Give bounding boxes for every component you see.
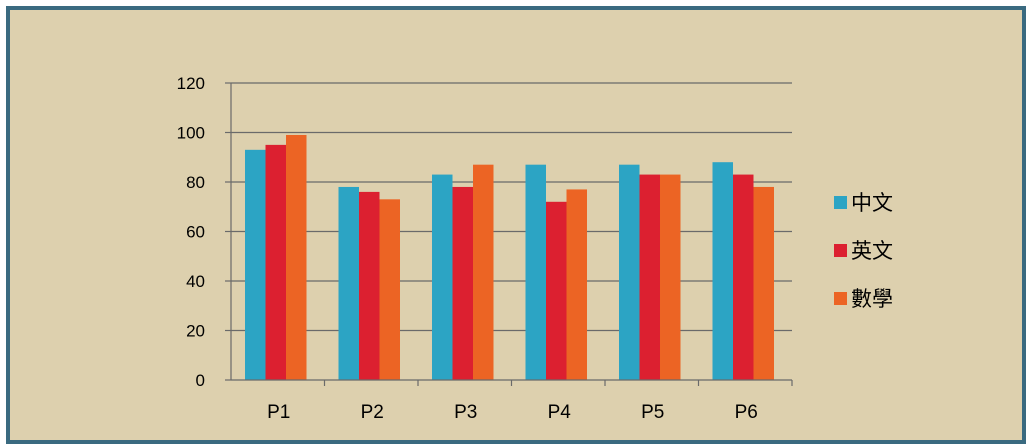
y-tick-label: 80: [186, 173, 205, 192]
y-axis-ticks: 0 20 40 60 80 100 120: [177, 74, 205, 390]
legend-label: 數學: [851, 287, 893, 311]
legend-swatch: [834, 196, 847, 209]
bar: [432, 174, 453, 380]
bar: [338, 186, 359, 380]
bar: [379, 199, 400, 380]
y-tick-label: 100: [177, 124, 205, 143]
bar: [712, 162, 733, 380]
bar: [265, 144, 286, 380]
bar: [566, 189, 587, 380]
bar: [546, 201, 567, 380]
bar: [619, 164, 640, 380]
y-tick-label: 0: [196, 371, 205, 390]
bars: [245, 134, 774, 380]
x-tick-label: P2: [361, 402, 384, 423]
bar: [286, 134, 307, 380]
bar: [753, 186, 774, 380]
x-tick-label: P4: [548, 402, 572, 423]
bar: [473, 164, 494, 380]
axes: [225, 82, 793, 386]
legend-swatch: [834, 244, 847, 257]
y-tick-label: 60: [186, 223, 205, 242]
gridlines: [231, 82, 792, 332]
x-tick-label: P3: [454, 402, 477, 423]
y-tick-label: 120: [177, 74, 205, 93]
bar: [660, 174, 681, 380]
legend-swatch: [834, 292, 847, 305]
bar: [359, 191, 380, 380]
y-tick-label: 40: [186, 272, 205, 291]
bar: [733, 174, 754, 380]
x-tick-label: P5: [641, 402, 664, 423]
y-tick-label: 20: [186, 322, 205, 341]
bar: [452, 186, 473, 380]
legend-label: 英文: [851, 239, 893, 263]
x-axis-ticks: P1 P2 P3 P4 P5 P6: [267, 402, 758, 423]
bar: [245, 149, 266, 380]
legend-label: 中文: [851, 191, 893, 215]
x-tick-label: P6: [735, 402, 758, 423]
x-tick-label: P1: [267, 402, 290, 423]
bar: [525, 164, 546, 380]
bar: [639, 174, 660, 380]
chart-frame: [6, 6, 1026, 444]
